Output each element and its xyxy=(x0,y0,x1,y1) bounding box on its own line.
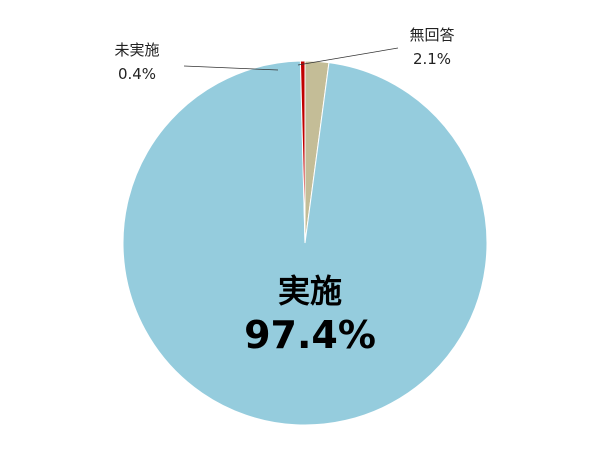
slice-not-implemented xyxy=(299,60,306,244)
slice-value-implemented: 97.4% xyxy=(244,313,376,357)
leader-line-no-answer xyxy=(297,47,399,66)
slice-label-no-answer: 無回答 xyxy=(409,26,454,44)
slice-implemented xyxy=(122,60,488,426)
pie-slices xyxy=(122,60,488,426)
slice-label-not-implemented: 未実施 xyxy=(114,41,159,59)
leader-line-not-implemented xyxy=(183,65,279,71)
slice-value-not-implemented: 0.4% xyxy=(118,65,156,83)
slice-value-no-answer: 2.1% xyxy=(413,50,451,68)
slice-label-implemented: 実施 xyxy=(278,272,342,310)
